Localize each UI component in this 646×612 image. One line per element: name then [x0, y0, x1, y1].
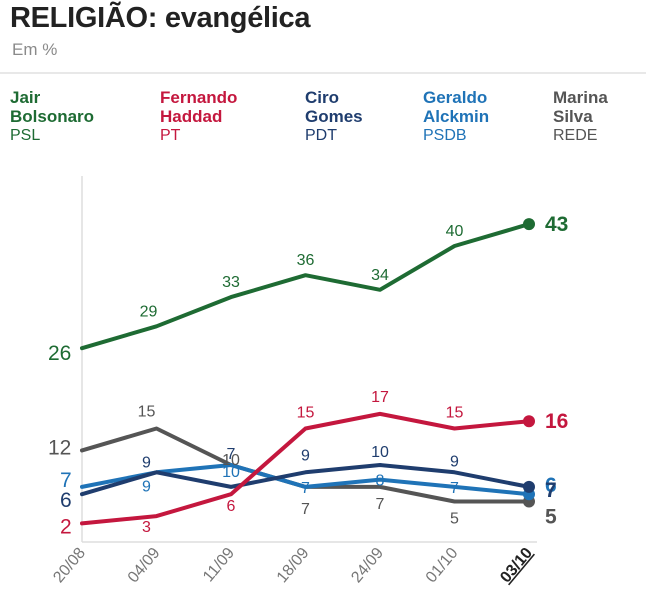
legend-item-marina: Marina Silva REDE — [553, 88, 646, 145]
legend-name-line2: Alckmin — [423, 107, 490, 126]
legend-item-haddad: Fernando Haddad PT — [160, 88, 280, 145]
data-label: 15 — [297, 405, 315, 422]
data-label: 17 — [371, 389, 389, 406]
data-label: 3 — [142, 519, 151, 536]
data-label: 40 — [446, 223, 464, 240]
data-label: 10 — [222, 452, 240, 469]
data-label: 6 — [227, 498, 236, 515]
legend-item-ciro: Ciro Gomes PDT — [305, 88, 425, 145]
data-label: 7 — [301, 501, 310, 518]
data-label: 9 — [301, 447, 310, 464]
header-divider — [0, 72, 646, 74]
data-label: 36 — [297, 252, 315, 269]
legend-name-line2: Gomes — [305, 107, 363, 126]
data-label: 16 — [545, 410, 568, 433]
series-end-marker — [523, 415, 535, 428]
legend-party: PDT — [305, 127, 337, 144]
data-label: 26 — [48, 342, 71, 365]
data-label: 15 — [446, 405, 464, 422]
data-label: 7 — [227, 446, 236, 463]
x-tick-label: 04/09 — [125, 545, 164, 587]
data-label: 9 — [142, 478, 151, 495]
legend-name-line2: Silva — [553, 107, 593, 126]
data-label: 8 — [376, 473, 385, 490]
legend-name-line2: Haddad — [160, 107, 223, 126]
data-label: 43 — [545, 213, 568, 236]
data-label: 5 — [450, 511, 459, 528]
data-label: 5 — [545, 506, 557, 529]
data-label: 6 — [60, 489, 72, 512]
data-label: 9 — [142, 454, 151, 471]
legend-item-alckmin: Geraldo Alckmin PSDB — [423, 88, 543, 145]
legend-party: REDE — [553, 127, 598, 144]
x-tick-label: 20/08 — [50, 545, 89, 587]
x-tick-label: 24/09 — [348, 545, 387, 587]
series-end-marker — [523, 480, 535, 493]
data-label: 2 — [60, 515, 72, 538]
data-label: 7 — [450, 480, 459, 497]
data-label: 7 — [376, 496, 385, 513]
data-label: 7 — [301, 480, 310, 497]
data-label: 9 — [450, 453, 459, 470]
data-label: 10 — [371, 444, 389, 461]
series-line — [80, 463, 531, 497]
data-label: 34 — [371, 267, 389, 284]
legend-item-bolsonaro: Jair Bolsonaro PSL — [10, 88, 130, 145]
legend-name-line2: Bolsonaro — [10, 107, 95, 126]
x-tick-label: 03/10 — [497, 545, 536, 587]
legend-name-line1: Marina — [553, 88, 608, 107]
data-label: 6 — [545, 474, 557, 497]
legend-name-line1: Ciro — [305, 88, 339, 107]
legend-name-line1: Fernando — [160, 88, 238, 107]
data-label: 10 — [222, 464, 240, 481]
data-label: 15 — [138, 404, 156, 421]
legend-party: PSDB — [423, 127, 467, 144]
legend-party: PT — [160, 127, 181, 144]
series-line — [80, 411, 531, 526]
x-tick-label: 11/09 — [200, 545, 238, 586]
data-label: 29 — [140, 303, 158, 320]
page-subtitle: Em % — [12, 40, 58, 59]
x-tick-label: 18/09 — [274, 545, 313, 587]
page-title: RELIGIÃO: evangélica — [10, 2, 311, 34]
legend-party: PSL — [10, 127, 41, 144]
series-line — [80, 222, 531, 351]
data-label: 7 — [60, 469, 72, 492]
data-label: 33 — [222, 274, 240, 291]
legend-name-line1: Jair — [10, 88, 41, 107]
x-tick-label: 01/10 — [423, 545, 462, 587]
legend-name-line1: Geraldo — [423, 88, 488, 107]
series-end-marker — [523, 218, 535, 231]
data-label: 7 — [545, 479, 557, 502]
data-label: 12 — [48, 436, 71, 459]
